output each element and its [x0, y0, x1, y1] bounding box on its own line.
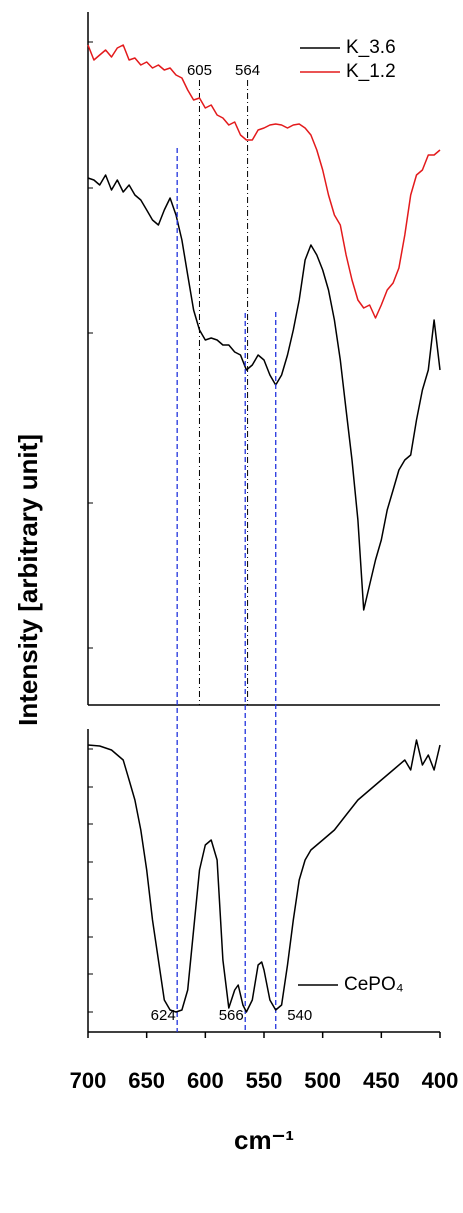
legend-label: K_1.2	[346, 61, 396, 82]
series-line	[87, 174, 441, 611]
x-tick-label: 450	[363, 1068, 400, 1093]
y-axis-label: Intensity [arbitrary unit]	[13, 434, 43, 726]
series-line	[87, 739, 441, 1013]
x-axis-label: cm⁻¹	[234, 1125, 294, 1155]
marker-label: 605	[187, 62, 212, 79]
x-tick-label: 500	[304, 1068, 341, 1093]
peak-label: 566	[219, 1007, 244, 1024]
x-tick-label: 600	[187, 1068, 224, 1093]
x-tick-label: 650	[128, 1068, 165, 1093]
peak-label: 540	[287, 1007, 312, 1024]
x-tick-label: 700	[70, 1068, 107, 1093]
peak-label: 624	[151, 1007, 176, 1024]
legend-label: K_3.6	[346, 37, 396, 58]
x-tick-label: 550	[246, 1068, 283, 1093]
legend-label: CePO₄	[344, 974, 404, 995]
marker-label: 564	[235, 62, 260, 79]
x-tick-label: 400	[422, 1068, 459, 1093]
series-line	[87, 44, 441, 319]
